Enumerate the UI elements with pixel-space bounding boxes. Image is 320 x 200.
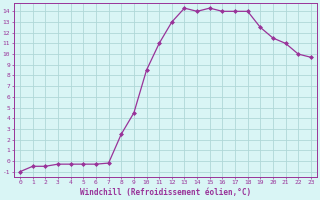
X-axis label: Windchill (Refroidissement éolien,°C): Windchill (Refroidissement éolien,°C) xyxy=(80,188,251,197)
